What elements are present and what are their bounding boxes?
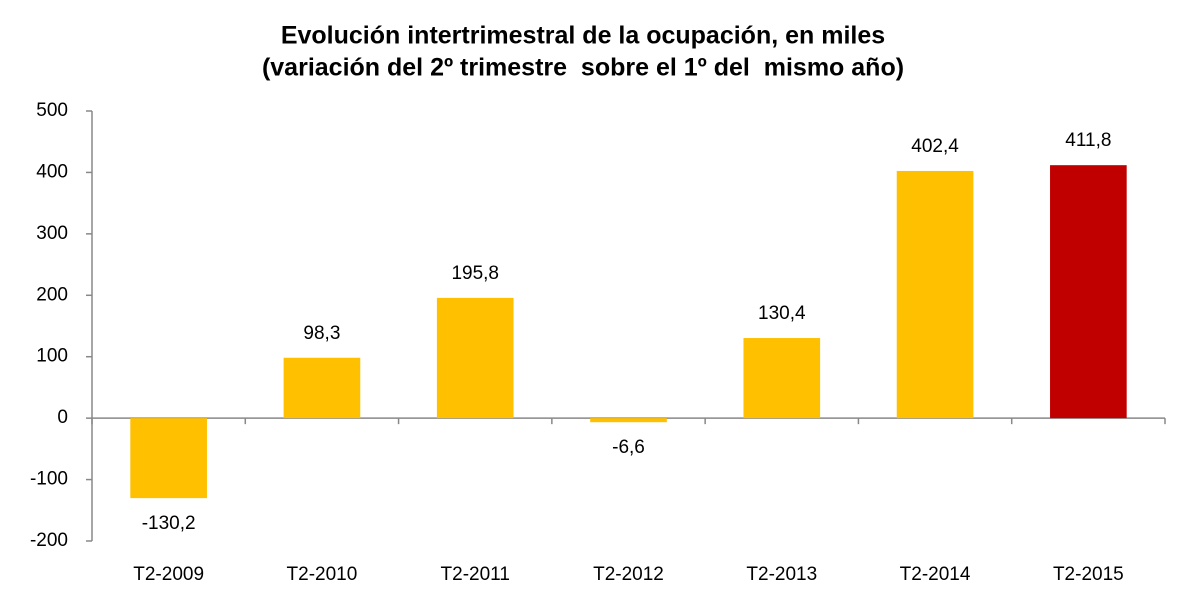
x-tick-label: T2-2011: [441, 564, 510, 585]
data-label: 402,4: [911, 136, 959, 157]
chart-title: Evolución intertrimestral de la ocupació…: [281, 22, 885, 50]
bar: [1050, 165, 1127, 419]
data-label: 411,8: [1065, 130, 1111, 151]
y-tick-label: -100: [30, 469, 68, 490]
bar: [590, 418, 667, 423]
x-tick-label: T2-2013: [746, 564, 817, 585]
x-tick-label: T2-2010: [287, 564, 358, 585]
y-tick-label: 200: [36, 284, 68, 305]
bar: [743, 338, 821, 419]
y-tick-label: 500: [36, 100, 68, 121]
data-label: 98,3: [303, 323, 340, 344]
y-tick-label: -200: [30, 530, 68, 551]
bar: [896, 170, 974, 419]
x-tick-label: T2-2009: [133, 564, 204, 585]
y-tick-label: 400: [36, 161, 68, 182]
data-label: -6,6: [612, 437, 645, 458]
data-label: 195,8: [451, 263, 499, 284]
y-tick-label: 300: [36, 223, 68, 244]
y-tick-label: 100: [36, 346, 68, 367]
bar: [283, 357, 361, 419]
x-tick-label: T2-2012: [593, 564, 664, 585]
x-tick-label: T2-2014: [900, 564, 971, 585]
y-tick-label: 0: [57, 407, 68, 428]
bar: [130, 418, 207, 499]
bar: [436, 297, 514, 419]
x-tick-label: T2-2015: [1053, 564, 1124, 585]
chart-subtitle: (variación del 2º trimestre sobre el 1º …: [262, 54, 904, 82]
data-label: -130,2: [142, 513, 196, 534]
data-label: 130,4: [758, 303, 806, 324]
